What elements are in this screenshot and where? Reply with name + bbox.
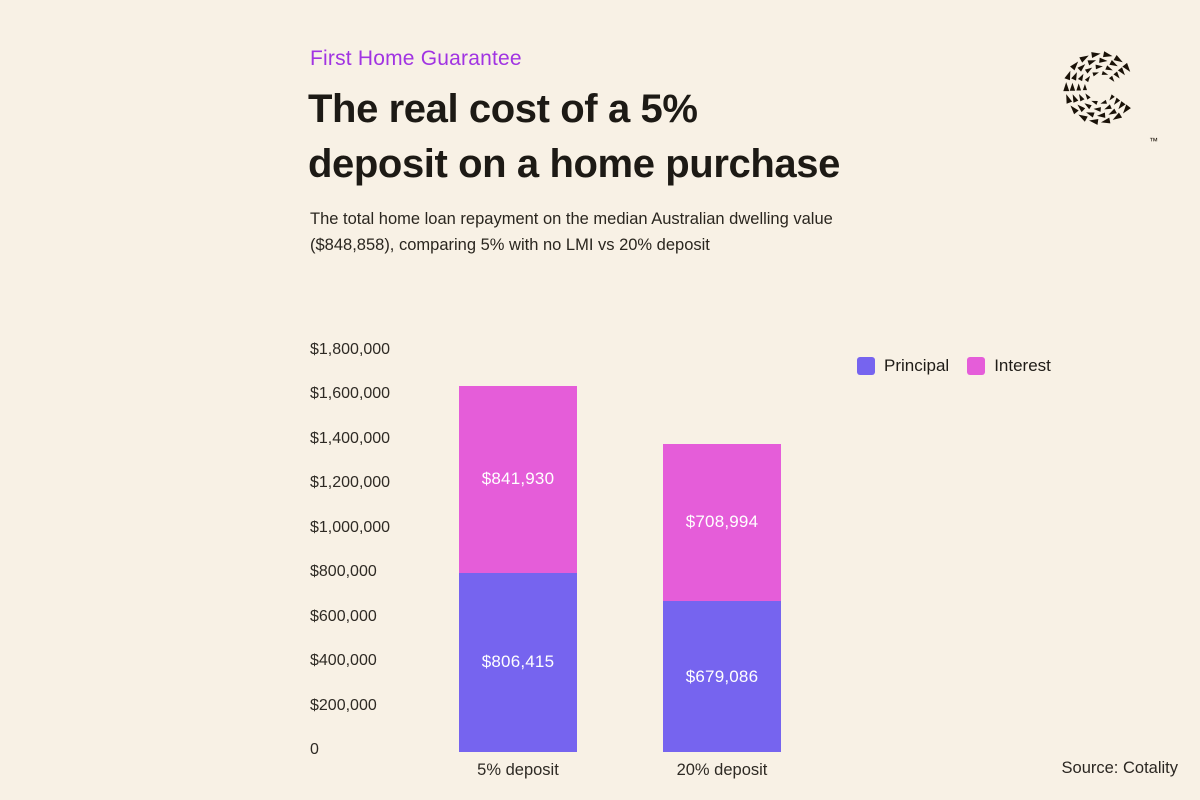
eyebrow-label: First Home Guarantee xyxy=(310,47,522,70)
segment-value-label: $708,994 xyxy=(685,512,759,532)
principal-segment: $679,086 xyxy=(663,601,781,752)
bar-group-5pct: $841,930 $806,415 5% deposit xyxy=(459,0,577,800)
principal-segment: $806,415 xyxy=(459,572,577,752)
x-axis-label: 20% deposit xyxy=(676,761,768,779)
y-tick-label: $1,600,000 xyxy=(310,385,391,403)
segment-value-label: $841,930 xyxy=(481,469,555,489)
page-title: The real cost of a 5% deposit on a home p… xyxy=(308,82,840,192)
page-subtitle: The total home loan repayment on the med… xyxy=(310,206,833,258)
interest-swatch-icon xyxy=(967,357,986,375)
segment-value-label: $806,415 xyxy=(481,652,555,672)
title-line: deposit on a home purchase xyxy=(308,142,840,186)
principal-swatch-icon xyxy=(857,357,875,375)
title-line: The real cost of a 5% xyxy=(308,87,698,131)
stacked-bar: $708,994 $679,086 xyxy=(663,443,781,752)
x-axis-label: 5% deposit xyxy=(477,761,559,779)
cotality-logo: ™ xyxy=(1048,36,1158,146)
subtitle-line: ($848,858), comparing 5% with no LMI vs … xyxy=(310,236,710,254)
legend-label: Principal xyxy=(884,356,950,375)
subtitle-line: The total home loan repayment on the med… xyxy=(310,210,833,228)
interest-segment: $841,930 xyxy=(459,385,577,573)
legend-label: Interest xyxy=(994,356,1051,375)
y-tick-label: $1,400,000 xyxy=(310,429,391,447)
bar-group-20pct: $708,994 $679,086 20% deposit xyxy=(663,0,781,800)
cotality-logo-mark xyxy=(1063,51,1131,125)
y-tick-label: $1,200,000 xyxy=(310,474,391,492)
legend-item-interest: Interest xyxy=(967,356,1051,376)
y-tick-label: $600,000 xyxy=(310,607,377,625)
source-attribution: Source: Cotality xyxy=(1061,759,1178,777)
stacked-bar: $841,930 $806,415 xyxy=(459,385,577,752)
segment-value-label: $679,086 xyxy=(685,666,759,686)
y-tick-label: $200,000 xyxy=(310,696,377,714)
legend-item-principal: Principal xyxy=(857,356,949,376)
interest-segment: $708,994 xyxy=(663,443,781,602)
y-axis: $1,800,000 $1,600,000 $1,400,000 $1,200,000… xyxy=(310,342,430,758)
chart-legend: Principal Interest xyxy=(857,356,1051,376)
y-tick-label: $400,000 xyxy=(310,652,377,670)
y-tick-label: $1,000,000 xyxy=(310,518,391,536)
y-tick-label: $1,800,000 xyxy=(310,341,391,358)
trademark-symbol: ™ xyxy=(1149,136,1158,146)
y-tick-label: 0 xyxy=(310,740,319,758)
y-tick-label: $800,000 xyxy=(310,563,377,581)
